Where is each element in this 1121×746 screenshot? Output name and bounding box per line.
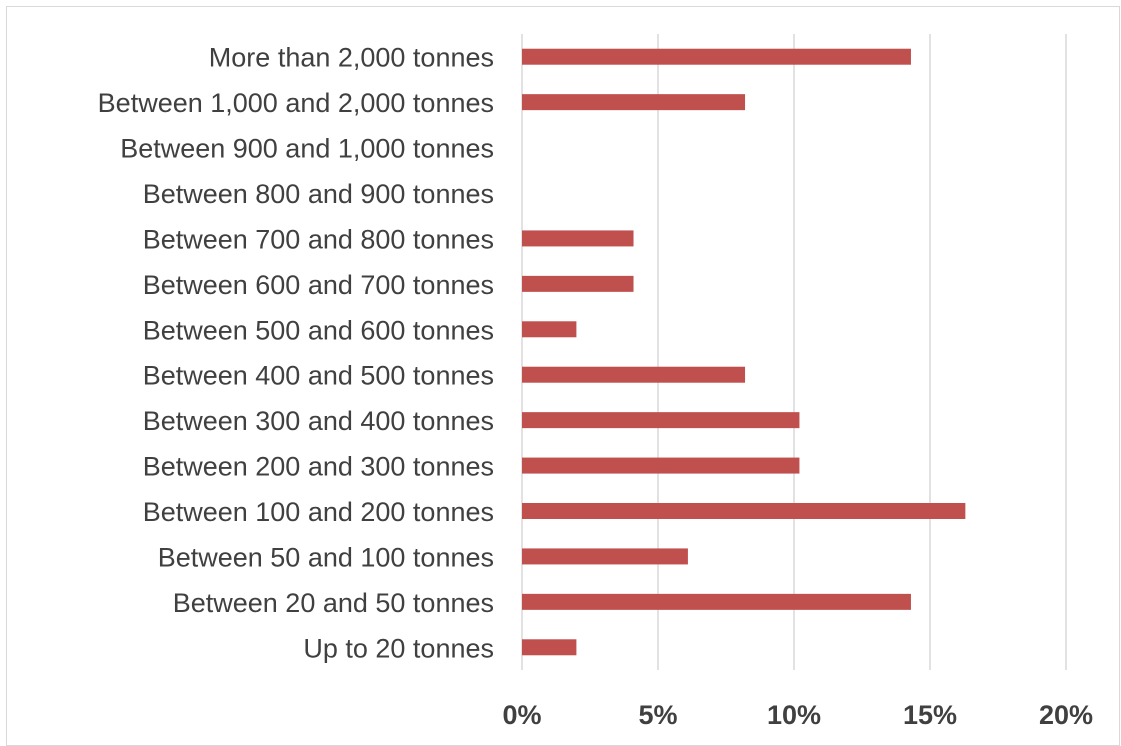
category-label: Between 20 and 50 tonnes: [173, 588, 494, 618]
category-label: Between 700 and 800 tonnes: [143, 224, 494, 254]
bar: [522, 503, 966, 519]
category-label: Between 900 and 1,000 tonnes: [120, 134, 494, 164]
category-label: Between 400 and 500 tonnes: [143, 361, 494, 391]
x-tick-label: 10%: [767, 700, 821, 730]
bar: [522, 457, 800, 474]
x-tick-label: 5%: [638, 700, 677, 730]
category-label: Between 1,000 and 2,000 tonnes: [98, 88, 494, 118]
category-label: Up to 20 tonnes: [303, 633, 494, 663]
x-tick-labels: 0% 5% 10% 15% 20%: [502, 700, 1093, 730]
category-label: Between 800 and 900 tonnes: [143, 179, 494, 209]
category-label: Between 600 and 700 tonnes: [143, 270, 494, 300]
x-tick-label: 20%: [1039, 700, 1093, 730]
category-label: Between 100 and 200 tonnes: [143, 497, 494, 527]
bar: [522, 639, 577, 656]
category-label: Between 500 and 600 tonnes: [143, 315, 494, 345]
bar: [522, 412, 800, 429]
bar: [522, 230, 634, 247]
bar: [522, 366, 746, 383]
bar: [522, 548, 688, 565]
category-labels: More than 2,000 tonnes Between 1,000 and …: [98, 43, 494, 664]
bars: [522, 48, 966, 656]
bar: [522, 593, 911, 610]
category-label: More than 2,000 tonnes: [209, 43, 494, 73]
bar: [522, 275, 634, 292]
category-label: Between 300 and 400 tonnes: [143, 406, 494, 436]
x-tick-label: 15%: [903, 700, 957, 730]
x-tick-label: 0%: [502, 700, 541, 730]
bar: [522, 48, 911, 65]
bar: [522, 94, 746, 111]
bar: [522, 321, 577, 338]
gridlines: [521, 34, 1067, 670]
category-label: Between 50 and 100 tonnes: [158, 542, 494, 572]
category-label: Between 200 and 300 tonnes: [143, 452, 494, 482]
